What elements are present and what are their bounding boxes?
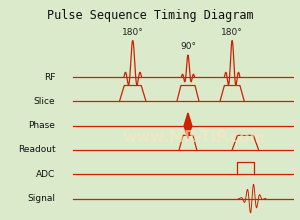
Text: 90°: 90° — [180, 42, 196, 51]
Text: Readout: Readout — [18, 145, 56, 154]
Polygon shape — [184, 113, 192, 138]
Text: Phase: Phase — [28, 121, 56, 130]
Text: Slice: Slice — [34, 97, 56, 106]
Text: ADC: ADC — [36, 170, 56, 179]
Text: Signal: Signal — [27, 194, 56, 203]
Text: RF: RF — [44, 73, 56, 81]
Text: 180°: 180° — [221, 28, 243, 37]
Text: 180°: 180° — [122, 28, 144, 37]
Text: www.MR-TIP.com: www.MR-TIP.com — [123, 130, 266, 145]
Text: Pulse Sequence Timing Diagram: Pulse Sequence Timing Diagram — [47, 9, 253, 22]
